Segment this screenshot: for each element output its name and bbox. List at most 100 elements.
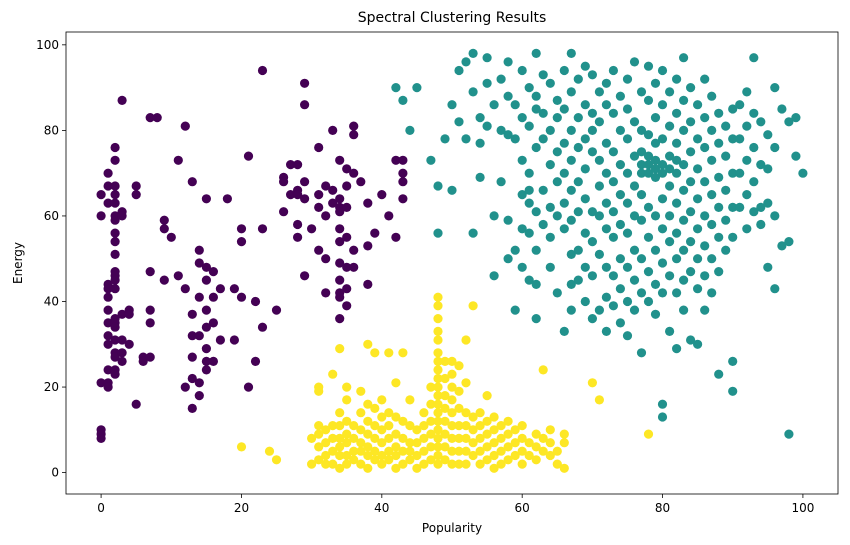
data-point <box>714 267 724 277</box>
data-point <box>433 292 443 302</box>
data-point <box>440 356 450 366</box>
data-point <box>229 284 239 294</box>
data-point <box>721 121 731 131</box>
data-point <box>243 382 254 392</box>
data-point <box>679 215 689 225</box>
data-point <box>342 202 352 212</box>
data-point <box>187 331 197 341</box>
data-point <box>356 425 366 435</box>
data-point <box>335 314 345 324</box>
data-point <box>531 48 541 59</box>
data-point <box>419 446 429 456</box>
data-point <box>482 391 492 401</box>
data-point <box>587 378 598 388</box>
data-point <box>433 373 443 384</box>
data-point <box>314 202 324 212</box>
data-point <box>517 459 527 469</box>
data-point <box>110 215 120 225</box>
data-point <box>110 335 120 345</box>
data-point <box>531 91 541 101</box>
data-point <box>447 421 457 431</box>
data-point <box>194 245 204 255</box>
data-point <box>650 164 661 174</box>
data-point <box>370 421 380 431</box>
data-point <box>629 57 640 67</box>
data-point <box>735 100 745 110</box>
data-point <box>103 382 113 392</box>
data-point <box>679 53 689 63</box>
data-point <box>552 113 562 123</box>
data-point <box>657 194 668 204</box>
data-point <box>335 450 345 461</box>
data-point <box>657 134 668 144</box>
data-point <box>672 288 682 298</box>
data-point <box>643 95 654 105</box>
data-point <box>489 425 499 435</box>
data-point <box>426 382 436 392</box>
data-point <box>714 138 724 148</box>
data-point <box>300 78 310 88</box>
data-point <box>398 155 408 165</box>
data-point <box>468 412 478 422</box>
data-point <box>756 202 766 212</box>
data-point <box>643 202 654 212</box>
data-point <box>433 326 443 336</box>
data-point <box>587 271 598 281</box>
data-point <box>335 258 345 268</box>
data-point <box>328 421 338 431</box>
data-point <box>531 104 541 114</box>
data-point <box>342 459 352 469</box>
data-point <box>342 232 352 242</box>
data-point <box>686 267 696 277</box>
data-point <box>545 125 555 135</box>
data-point <box>321 450 331 461</box>
data-point <box>763 198 773 208</box>
data-point <box>545 262 555 272</box>
data-point <box>517 224 527 234</box>
data-point <box>433 356 443 366</box>
data-point <box>636 168 647 178</box>
data-point <box>643 429 654 439</box>
data-point <box>384 433 394 443</box>
data-point <box>201 356 211 366</box>
data-point <box>356 459 366 469</box>
plot-frame <box>65 31 839 495</box>
data-point <box>356 438 366 448</box>
data-point <box>433 228 443 238</box>
data-point <box>707 125 717 135</box>
data-point <box>321 288 331 298</box>
data-point <box>735 134 745 144</box>
data-point <box>721 151 731 161</box>
data-point <box>622 228 633 238</box>
data-point <box>657 412 668 422</box>
data-point <box>370 403 380 413</box>
points-layer <box>96 48 808 473</box>
data-point <box>503 57 513 67</box>
data-point <box>622 74 633 84</box>
data-point <box>321 211 331 221</box>
data-point <box>349 446 359 456</box>
data-point <box>510 134 520 144</box>
data-point <box>657 288 668 298</box>
data-point <box>475 172 485 182</box>
data-point <box>342 301 352 311</box>
data-point <box>608 65 619 76</box>
data-point <box>110 369 120 379</box>
data-point <box>433 459 443 469</box>
data-point <box>615 284 626 294</box>
data-point <box>398 446 408 456</box>
data-point <box>300 177 310 187</box>
data-point <box>405 395 415 405</box>
data-point <box>559 224 569 234</box>
data-point <box>601 100 612 110</box>
data-point <box>180 284 190 294</box>
data-point <box>398 348 408 358</box>
data-point <box>180 121 190 131</box>
data-point <box>714 108 724 118</box>
data-point <box>433 408 443 418</box>
data-point <box>335 275 345 285</box>
data-point <box>363 463 373 473</box>
data-point <box>601 224 612 234</box>
data-point <box>236 292 247 302</box>
data-point <box>335 207 345 217</box>
